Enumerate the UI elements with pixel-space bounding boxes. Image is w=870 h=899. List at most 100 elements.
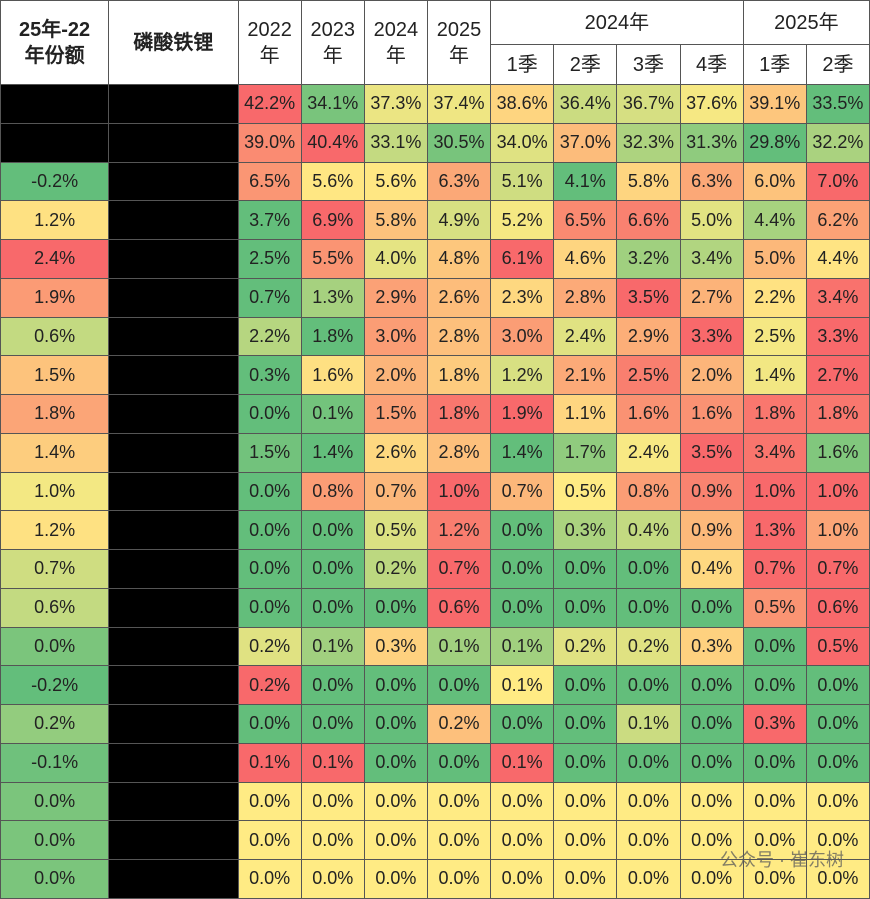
value-cell: 38.6% bbox=[490, 84, 555, 124]
value-cell: 2.3% bbox=[490, 277, 555, 318]
share-cell: -0.1% bbox=[0, 742, 110, 783]
value-cell: 0.0% bbox=[805, 704, 870, 744]
value-cell: 4.0% bbox=[363, 239, 428, 279]
value-cell: 0.5% bbox=[553, 471, 618, 512]
value-cell: 0.0% bbox=[616, 820, 681, 860]
value-cell: 0.0% bbox=[553, 742, 618, 783]
value-cell: 0.0% bbox=[742, 859, 807, 899]
value-cell: 5.6% bbox=[363, 161, 428, 202]
value-cell: 0.0% bbox=[300, 587, 365, 628]
data-row: 1.9% 0.7% 1.3% 2.9% 2.6% 2.3% 2.8% 3.5% 2.7% 2.2%… bbox=[0, 277, 870, 318]
value-cell: 1.5% bbox=[363, 394, 428, 434]
value-cell: 30.5% bbox=[426, 122, 492, 163]
value-cell: 0.0% bbox=[426, 859, 492, 899]
value-cell: 4.4% bbox=[805, 239, 870, 279]
value-cell: 0.1% bbox=[237, 742, 302, 783]
value-cell: 2.1% bbox=[553, 355, 618, 395]
value-cell: 0.1% bbox=[300, 626, 365, 667]
value-cell: 0.9% bbox=[679, 510, 744, 550]
value-cell: 0.3% bbox=[363, 626, 428, 667]
value-cell: 1.6% bbox=[300, 355, 365, 395]
share-cell: 0.6% bbox=[0, 587, 110, 628]
material-header: 磷酸铁锂 bbox=[108, 0, 239, 85]
value-cell: 0.0% bbox=[805, 820, 870, 860]
value-cell: 42.2% bbox=[237, 84, 302, 124]
value-cell: 0.0% bbox=[679, 742, 744, 783]
value-cell: 0.0% bbox=[553, 549, 618, 589]
group-header: 2025年 bbox=[742, 0, 870, 45]
value-cell: 0.2% bbox=[616, 626, 681, 667]
value-cell: 0.2% bbox=[237, 626, 302, 667]
value-cell: 0.0% bbox=[742, 665, 807, 705]
data-row: 0.0% 0.0% 0.0% 0.0% 0.0% 0.0% 0.0% 0.0% 0.0% 0.0%… bbox=[0, 781, 870, 822]
value-cell: 5.0% bbox=[679, 200, 744, 240]
data-row: 42.2% 34.1% 37.3% 37.4% 38.6% 36.4% 36.7% 37.6%… bbox=[0, 84, 870, 124]
value-cell: 1.8% bbox=[426, 394, 492, 434]
blank-cell bbox=[108, 820, 239, 860]
value-cell: 2.8% bbox=[553, 277, 618, 318]
value-cell: 0.0% bbox=[679, 859, 744, 899]
quarter-header: 2季 bbox=[553, 44, 618, 85]
value-cell: 0.0% bbox=[363, 781, 428, 822]
value-cell: 0.2% bbox=[553, 626, 618, 667]
value-cell: 0.8% bbox=[300, 471, 365, 512]
value-cell: 0.0% bbox=[426, 820, 492, 860]
value-cell: 0.0% bbox=[237, 820, 302, 860]
data-row: -0.1% 0.1% 0.1% 0.0% 0.0% 0.1% 0.0% 0.0% 0.0% 0.0… bbox=[0, 742, 870, 783]
year-header: 2023 年 bbox=[300, 0, 365, 85]
value-cell: 31.3% bbox=[679, 122, 744, 163]
blank-cell bbox=[108, 161, 239, 202]
value-cell: 5.5% bbox=[300, 239, 365, 279]
header-line: 2023 bbox=[310, 18, 355, 41]
value-cell: 0.0% bbox=[679, 781, 744, 822]
value-cell: 2.4% bbox=[553, 316, 618, 357]
value-cell: 33.5% bbox=[805, 84, 870, 124]
value-cell: 1.7% bbox=[553, 432, 618, 473]
header-line: 年 bbox=[385, 44, 406, 67]
header-line: 2025 bbox=[436, 18, 482, 41]
value-cell: 0.0% bbox=[363, 742, 428, 783]
blank-cell bbox=[108, 200, 239, 240]
value-cell: 0.2% bbox=[363, 549, 428, 589]
watermark: 公众号 · 崔东树 bbox=[720, 850, 844, 870]
blank-cell bbox=[108, 510, 239, 550]
blank-cell bbox=[108, 742, 239, 783]
value-cell: 0.5% bbox=[742, 587, 807, 628]
share-cell: 1.5% bbox=[0, 355, 110, 395]
header-line: 年 bbox=[322, 44, 343, 67]
value-cell: 5.6% bbox=[300, 161, 365, 202]
value-cell: 6.2% bbox=[805, 200, 870, 240]
value-cell: 34.1% bbox=[300, 84, 365, 124]
value-cell: 0.1% bbox=[490, 742, 555, 783]
blank-cell bbox=[108, 626, 239, 667]
blank-cell bbox=[108, 316, 239, 357]
value-cell: 0.0% bbox=[363, 704, 428, 744]
value-cell: 0.0% bbox=[237, 859, 302, 899]
value-cell: 1.6% bbox=[805, 432, 870, 473]
value-cell: 1.2% bbox=[490, 355, 555, 395]
value-cell: 0.0% bbox=[237, 510, 302, 550]
data-row: 1.0% 0.0% 0.8% 0.7% 1.0% 0.7% 0.5% 0.8% 0.9% 1.0%… bbox=[0, 471, 870, 512]
value-cell: 32.2% bbox=[805, 122, 870, 163]
blank-cell bbox=[108, 859, 239, 899]
value-cell: 0.0% bbox=[553, 781, 618, 822]
data-row: 0.0% 0.0% 0.0% 0.0% 0.0% 0.0% 0.0% 0.0% 0.0% 0.0%… bbox=[0, 859, 870, 899]
data-row: 0.6% 2.2% 1.8% 3.0% 2.8% 3.0% 2.4% 2.9% 3.3% 2.5%… bbox=[0, 316, 870, 357]
value-cell: 0.7% bbox=[363, 471, 428, 512]
value-cell: 1.3% bbox=[300, 277, 365, 318]
value-cell: 0.0% bbox=[490, 510, 555, 550]
value-cell: 2.5% bbox=[742, 316, 807, 357]
share-cell: 0.0% bbox=[0, 781, 110, 822]
data-row: 1.4% 1.5% 1.4% 2.6% 2.8% 1.4% 1.7% 2.4% 3.5% 3.4%… bbox=[0, 432, 870, 473]
share-cell: 1.8% bbox=[0, 394, 110, 434]
value-cell: 0.2% bbox=[237, 665, 302, 705]
value-cell: 0.7% bbox=[490, 471, 555, 512]
share-cell: 1.2% bbox=[0, 510, 110, 550]
year-header: 2024 年 bbox=[363, 0, 428, 85]
value-cell: 0.0% bbox=[490, 704, 555, 744]
value-cell: 0.0% bbox=[679, 704, 744, 744]
value-cell: 0.0% bbox=[553, 704, 618, 744]
value-cell: 0.0% bbox=[553, 820, 618, 860]
value-cell: 3.0% bbox=[363, 316, 428, 357]
value-cell: 0.0% bbox=[237, 549, 302, 589]
